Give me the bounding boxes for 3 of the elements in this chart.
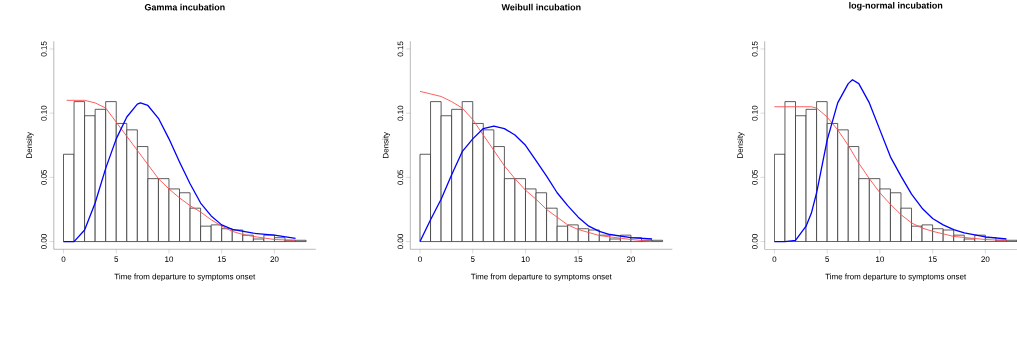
chart-title: Weibull incubation: [501, 3, 581, 11]
chart-title: log-normal incubation: [849, 2, 943, 11]
chart-title: Gamma incubation: [144, 3, 225, 11]
